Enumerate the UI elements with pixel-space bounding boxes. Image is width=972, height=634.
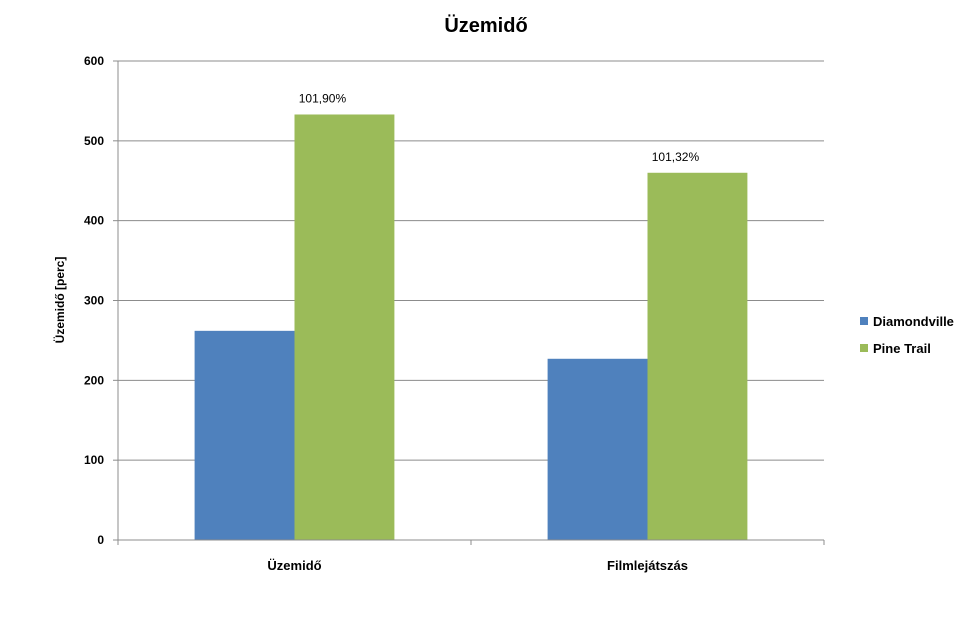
legend: Diamondville Pine Trail	[860, 314, 954, 356]
bar-pine-trail	[647, 172, 748, 540]
y-tick-label: 600	[84, 54, 104, 68]
legend-swatch	[860, 317, 868, 325]
legend-swatch	[860, 344, 868, 352]
bars-group	[194, 114, 748, 540]
bar-diamondville	[547, 358, 648, 540]
x-tick-label: Üzemidő	[267, 558, 321, 573]
y-tick-label: 0	[97, 533, 104, 547]
y-axis-label: Üzemidő [perc]	[52, 257, 67, 344]
y-tick-label: 100	[84, 453, 104, 467]
chart-title: Üzemidő	[444, 14, 527, 37]
legend-label: Diamondville	[873, 314, 954, 329]
x-tick-label: Filmlejátszás	[607, 558, 688, 573]
y-tick-label: 300	[84, 294, 104, 308]
axes: 0 100 200 300 400 500 600	[84, 54, 825, 547]
data-label: 101,32%	[652, 150, 700, 164]
bar-pine-trail	[294, 114, 395, 540]
y-tick-label: 400	[84, 214, 104, 228]
labels-group: 101,90% Üzemidő 101,32% Filmlejátszás	[267, 91, 699, 573]
data-label: 101,90%	[299, 91, 347, 105]
y-tick-label: 200	[84, 373, 104, 387]
legend-label: Pine Trail	[873, 341, 931, 356]
bar-diamondville	[194, 330, 295, 540]
y-tick-label: 500	[84, 134, 104, 148]
